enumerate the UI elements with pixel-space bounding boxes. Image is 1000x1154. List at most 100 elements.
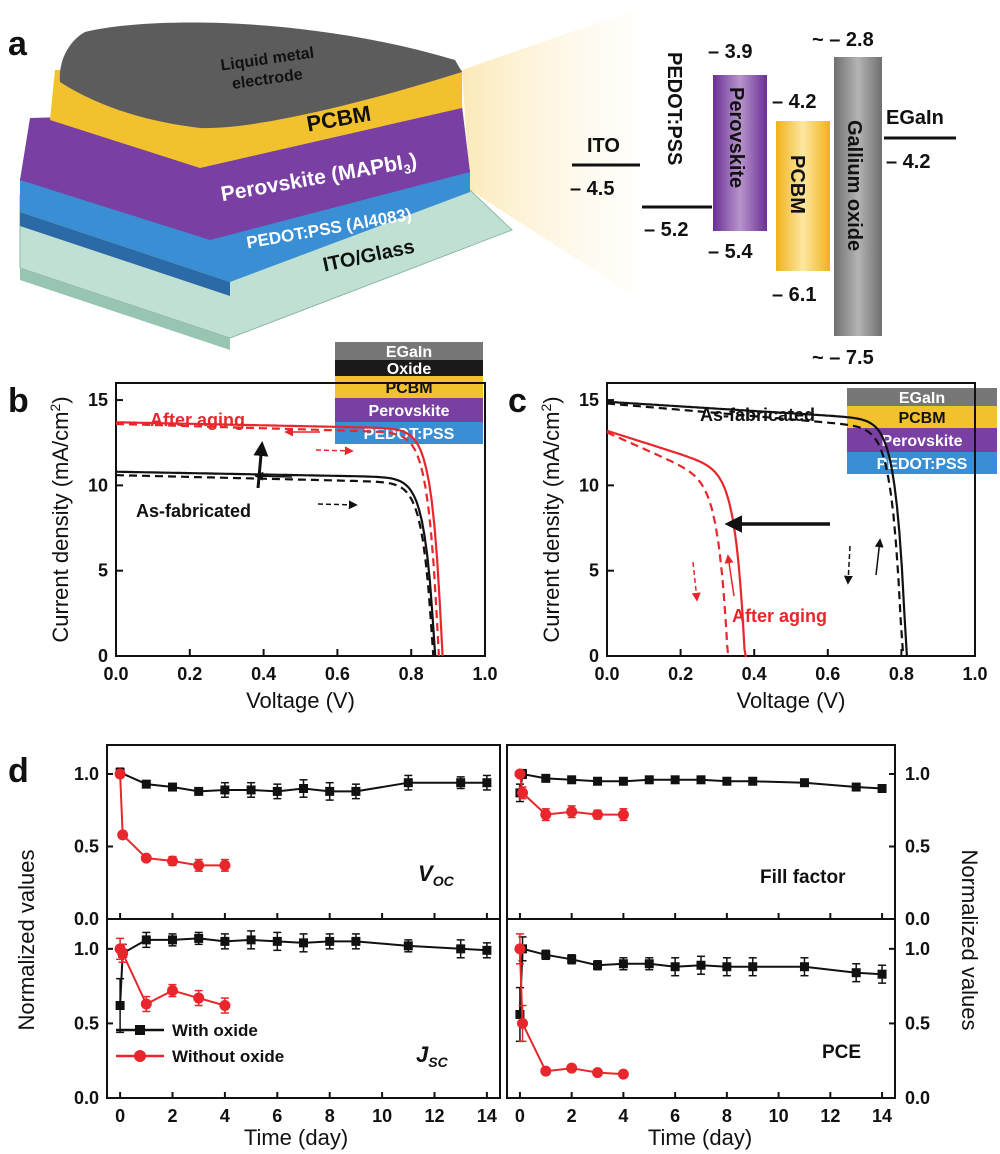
stack-layer-perovskite: [847, 428, 997, 452]
x-tick-label: 14: [872, 1106, 892, 1126]
jv-curve-black-solid: [606, 400, 908, 657]
y-tick-label: 0: [98, 646, 108, 666]
data-point-voc-with-oxide: [325, 786, 335, 796]
y-tick-label: 0.0: [905, 909, 930, 929]
x-tick-label: 14: [477, 1106, 497, 1126]
pcbm-band: [776, 121, 830, 271]
data-point-voc-with-oxide: [272, 786, 282, 796]
x-tick-label: 10: [769, 1106, 789, 1126]
data-point-ff-with-oxide: [644, 775, 654, 785]
stack-label-oxide: Oxide: [387, 361, 432, 378]
plot-frame: [606, 382, 976, 657]
data-point-jsc-with-oxide: [141, 935, 151, 945]
stack-layer-oxide: [335, 360, 483, 376]
data-point-jsc-with-oxide: [299, 938, 308, 948]
subplot-frame-ff: [506, 744, 896, 920]
data-point-voc-with-oxide: [246, 785, 256, 795]
stack-layer-egain: [335, 342, 483, 360]
x-tick-label: 0.0: [103, 664, 128, 684]
data-point-pce-with-oxide: [541, 950, 551, 960]
pcbm-top: – 4.2: [772, 91, 816, 113]
data-point-pce-with-oxide: [851, 968, 861, 978]
data-point-ff-with-oxide: [696, 775, 706, 785]
x-tick-label: 1.0: [472, 664, 497, 684]
panel-d-letter: d: [8, 752, 29, 790]
data-point-pce-with-oxide: [670, 962, 680, 972]
data-point-ff-with-oxide: [877, 784, 887, 793]
x-tick-label: 12: [424, 1106, 444, 1126]
data-point-jsc-without-oxide: [117, 947, 129, 959]
data-point-voc-with-oxide: [456, 778, 466, 788]
xlabel-d-right: Time (day): [648, 1125, 752, 1150]
data-point-jsc-with-oxide: [246, 935, 256, 945]
data-point-ff-without-oxide: [566, 806, 578, 818]
stack-label-egain: EGaIn: [386, 344, 432, 361]
label-fill-factor: Fill factor: [760, 867, 846, 888]
legend-marker-with-oxide: [135, 1025, 145, 1035]
data-point-jsc-with-oxide: [325, 936, 335, 946]
data-point-ff-with-oxide: [567, 775, 577, 785]
x-tick-label: 6: [670, 1106, 680, 1126]
egain-level: – 4.2: [886, 151, 930, 173]
subplot-frame-pce: [506, 918, 896, 1099]
data-point-jsc-with-oxide: [115, 1001, 125, 1011]
data-point-pce-without-oxide: [592, 1067, 604, 1079]
data-point-pce-with-oxide: [748, 962, 758, 972]
jv-curve-red-dashed: [116, 422, 440, 657]
data-point-voc-with-oxide: [299, 784, 308, 793]
data-point-pce-with-oxide: [799, 962, 809, 972]
y-tick-label: 0.0: [74, 1088, 99, 1108]
device-stack-c: EGaIn PCBM Perovskite PEDOT:PSS: [847, 388, 997, 474]
egain-name: EGaIn: [886, 107, 944, 129]
data-point-ff-with-oxide: [593, 776, 603, 786]
scan-arrow-black-reverse: [254, 471, 293, 481]
x-tick-label: 6: [272, 1106, 282, 1126]
x-tick-label: 0.0: [594, 664, 619, 684]
data-point-ff-with-oxide: [748, 776, 758, 786]
x-tick-label: 0.8: [399, 664, 424, 684]
y-tick-label: 0.0: [905, 1088, 930, 1108]
data-point-jsc-with-oxide: [194, 933, 204, 943]
data-point-voc-without-oxide: [219, 859, 231, 871]
jv-plot-c: 0.0 0.2 0.4 0.6 0.8 1.0 0 5 10 15 Voltage (V) Curre…: [538, 382, 988, 713]
label-jsc: JSC: [416, 1042, 449, 1070]
scan-arrow-black-reverse-c: [874, 538, 884, 576]
data-point-jsc-with-oxide: [272, 936, 282, 946]
ylabel-right-d: Normalized values: [957, 850, 982, 1031]
layer-ito-glass-edge: [20, 268, 230, 350]
legend-label-without-oxide: Without oxide: [172, 1047, 284, 1066]
gallium-oxide-bottom: ~ – 7.5: [812, 347, 874, 369]
scan-arrow-black-forward-c: [843, 545, 853, 585]
data-point-ff-without-oxide: [517, 787, 529, 799]
x-tick-label: 0.4: [742, 664, 767, 684]
scan-arrow-red-reverse-c: [724, 554, 735, 597]
stack-label-perovskite: Perovskite: [882, 433, 963, 450]
x-tick-label: 2: [167, 1106, 177, 1126]
energy-diagram: ITO – 4.5 PEDOT:PSS – 5.2 Perovskite – 3…: [570, 29, 956, 369]
data-point-voc-without-oxide: [140, 852, 152, 864]
data-point-pce-with-oxide: [515, 1009, 525, 1019]
label-as-fabricated-c: As-fabricated: [700, 405, 815, 425]
x-tick-label: 10: [372, 1106, 392, 1126]
jv-curve-black-dashed: [606, 402, 905, 657]
y-tick-label: 1.0: [74, 939, 99, 959]
stack-label-pedotpss: PEDOT:PSS: [877, 456, 968, 473]
data-point-voc-without-oxide: [193, 859, 205, 871]
data-point-voc-with-oxide: [482, 778, 492, 788]
pedot-name: PEDOT:PSS: [663, 52, 685, 165]
data-point-voc-with-oxide: [168, 782, 177, 792]
ito-level: – 4.5: [570, 178, 614, 200]
label-pce: PCE: [822, 1042, 861, 1063]
ito-name: ITO: [587, 135, 620, 157]
data-point-pce-without-oxide: [540, 1065, 552, 1077]
data-point-voc-with-oxide: [403, 778, 413, 788]
ylabel-left-d: Normalized values: [14, 850, 39, 1031]
gallium-oxide-band: [834, 57, 882, 336]
subplot-frame-voc: [106, 744, 501, 920]
zoom-beam: [462, 8, 640, 300]
label-as-fabricated-b: As-fabricated: [136, 501, 251, 521]
plot-frame: [115, 382, 486, 657]
stack-layer-pedotpss: [847, 452, 997, 474]
layer-pedot-edge: [20, 212, 230, 296]
data-point-ff-with-oxide: [541, 773, 551, 783]
